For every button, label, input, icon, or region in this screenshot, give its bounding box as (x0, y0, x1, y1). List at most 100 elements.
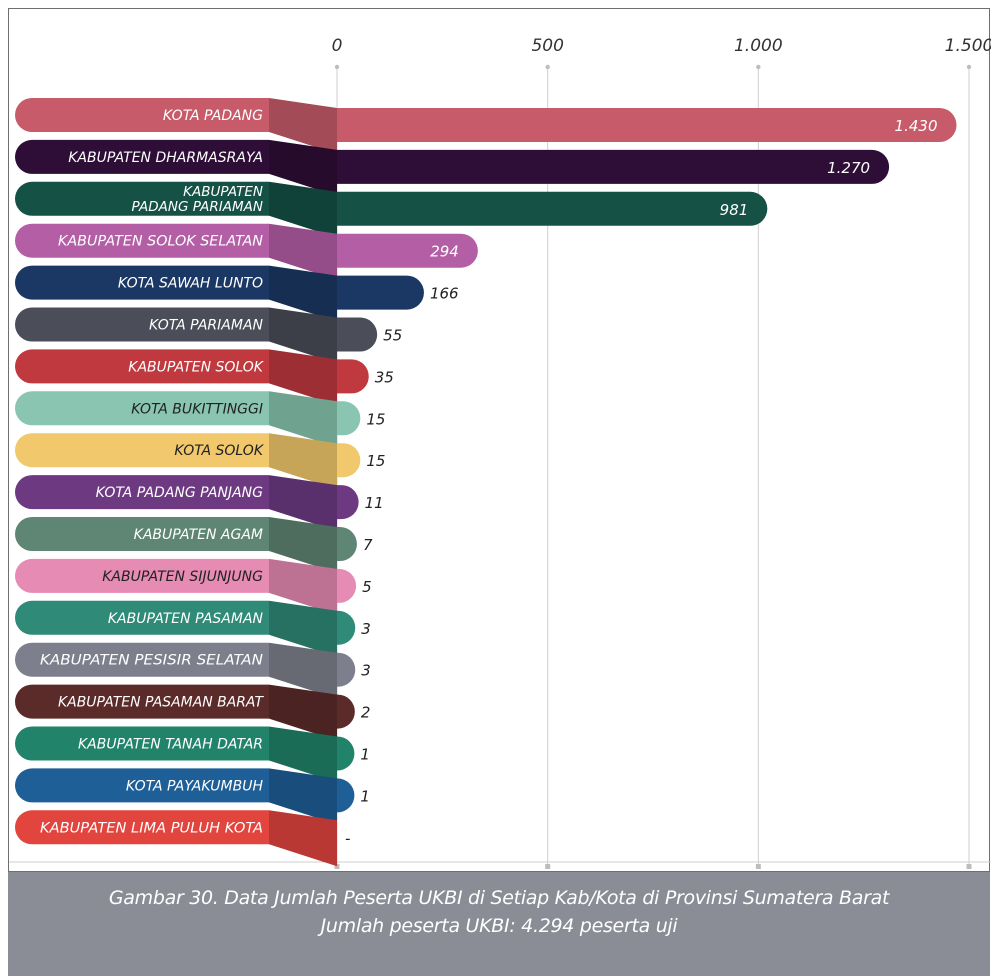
gridline-bottom-marker (334, 864, 340, 869)
gridline-top-marker (334, 64, 340, 70)
connector-ribbon (269, 517, 337, 573)
bar (337, 443, 361, 478)
category-label: KOTA BUKITTINGGI (131, 401, 263, 417)
gridline-bottom-marker (545, 864, 551, 869)
category-label-bg (15, 181, 269, 216)
category-label-bg (15, 265, 269, 300)
value-label: 5 (362, 578, 372, 596)
value-label: 3 (361, 662, 371, 680)
caption-subtitle: Jumlah peserta UKBI: 4.294 peserta uji (320, 915, 678, 937)
category-label: KABUPATEN PESISIR SELATAN (40, 653, 264, 669)
gridline-top-marker (545, 64, 550, 70)
x-tick-label: 1.500 (945, 36, 991, 56)
connector-ribbon (269, 600, 337, 657)
x-tick-label: 500 (531, 36, 563, 56)
category-label-bg (15, 642, 269, 677)
category-label: KABUPATEN SOLOK SELATAN (58, 234, 264, 250)
category-label: KABUPATEN SIJUNJUNG (102, 569, 263, 585)
value-label: 166 (430, 285, 459, 303)
category-label-bg (15, 349, 269, 384)
connector-ribbon (269, 139, 337, 196)
category-label: KABUPATEN TANAH DATAR (78, 737, 263, 753)
connector-ribbon (269, 265, 337, 322)
bar (337, 694, 355, 729)
category-label: KABUPATEN DHARMASRAYA (68, 150, 263, 166)
category-label: KABUPATEN PASAMAN (108, 611, 264, 627)
value-label: 1.270 (827, 159, 870, 177)
bar (337, 275, 424, 310)
connector-ribbon (269, 768, 337, 825)
category-label: KABUPATEN PASAMAN BARAT (58, 695, 264, 711)
category-label-bg (15, 726, 269, 761)
connector-ribbon (269, 558, 337, 615)
bar (337, 568, 357, 603)
category-label: KABUPATEN LIMA PULUH KOTA (40, 820, 263, 836)
connector-ribbon (269, 391, 337, 448)
bar (337, 652, 356, 687)
bar (337, 149, 890, 184)
bar (337, 401, 361, 436)
category-label: KOTA SOLOK (174, 443, 264, 459)
bar (337, 778, 355, 813)
bar (337, 527, 357, 561)
bar-chart: 0 500 1.000 1.500 KOTA PADANG 1.430 KABUPATEN … (9, 36, 991, 869)
bar (337, 610, 356, 645)
category-label-bg (15, 307, 269, 342)
caption-title: Gambar 30. Data Jumlah Peserta UKBI di S… (108, 887, 890, 909)
x-tick-label: 1.000 (734, 36, 783, 56)
value-label: 15 (366, 452, 385, 470)
category-label-bg (15, 223, 269, 258)
category-label: KABUPATEN (183, 184, 263, 200)
value-label: 294 (430, 243, 459, 261)
connector-ribbon (269, 475, 337, 532)
category-label-bg (15, 600, 269, 635)
value-label: 1.430 (895, 117, 938, 135)
category-label-line2: PADANG PARIAMAN (132, 199, 263, 215)
category-label: KOTA PADANG (163, 108, 263, 124)
connector-ribbon (269, 307, 337, 364)
value-label: 1 (360, 787, 370, 805)
category-label-bg (15, 139, 269, 174)
category-label-bg (15, 684, 269, 719)
gridline-top-marker (756, 64, 761, 70)
value-label: - (345, 829, 350, 847)
gridline-bottom-marker (966, 864, 972, 869)
category-label-bg (15, 475, 269, 510)
category-label: KOTA PAYAKUMBUH (126, 778, 264, 794)
category-label: KOTA PADANG PANJANG (96, 485, 264, 501)
value-label: 55 (383, 327, 402, 345)
connector-ribbon (269, 433, 337, 490)
chart-frame: 0 500 1.000 1.500 KOTA PADANG 1.430 KABUPATEN … (8, 8, 991, 872)
bar (337, 233, 478, 268)
bar (337, 108, 957, 142)
bar (337, 317, 378, 352)
value-label: 1 (360, 746, 370, 764)
category-label: KOTA PARIAMAN (149, 318, 264, 334)
bar (337, 485, 359, 520)
figure-caption: Gambar 30. Data Jumlah Peserta UKBI di S… (8, 872, 990, 976)
category-label-bg (15, 768, 269, 803)
value-label: 981 (720, 201, 749, 219)
connector-ribbon (269, 223, 337, 280)
category-label-bg (15, 810, 269, 845)
connector-ribbon (269, 726, 337, 783)
bar (337, 736, 355, 771)
category-label-bg (15, 98, 269, 132)
bar (337, 191, 768, 226)
value-label: 35 (375, 368, 394, 386)
connector-ribbon (269, 684, 337, 741)
value-label: 7 (363, 536, 373, 554)
value-label: 2 (361, 704, 371, 722)
value-label: 3 (361, 620, 371, 638)
gridline-bottom-marker (755, 864, 761, 869)
bar (337, 359, 369, 394)
gridline-top-marker (966, 64, 972, 70)
value-label: 15 (366, 410, 385, 428)
category-label: KOTA SAWAH LUNTO (118, 276, 263, 292)
category-label-bg (15, 433, 269, 468)
connector-ribbon (269, 810, 337, 867)
connector-ribbon (269, 181, 337, 238)
connector-ribbon (269, 98, 337, 154)
x-tick-label: 0 (332, 36, 343, 56)
category-label-bg (15, 558, 269, 593)
